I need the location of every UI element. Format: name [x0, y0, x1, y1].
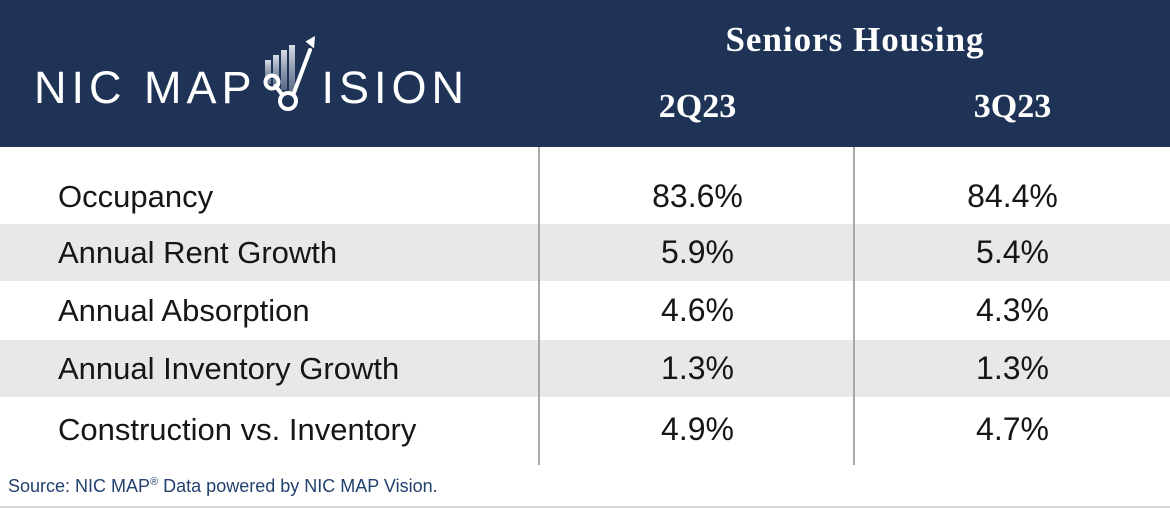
metrics-table: Occupancy 83.6% 84.4% Annual Rent Growth… — [0, 147, 1170, 462]
row-label: Annual Rent Growth — [58, 234, 338, 270]
logo-text-right: ISION — [321, 62, 470, 113]
row-label: Occupancy — [58, 178, 214, 214]
row-value-3q23: 84.4% — [967, 178, 1058, 214]
table-row-occupancy: Occupancy 83.6% 84.4% — [0, 147, 1170, 224]
logo-text-left: NIC MAP — [34, 62, 257, 113]
row-value-3q23: 5.4% — [976, 234, 1049, 270]
table-title: Seniors Housing — [725, 20, 985, 59]
row-value-2q23: 5.9% — [661, 234, 734, 270]
row-label: Annual Absorption — [58, 292, 310, 328]
row-value-3q23: 4.7% — [976, 411, 1049, 447]
table-row-annual-absorption: Annual Absorption 4.6% 4.3% — [0, 281, 1170, 340]
column-headers: 2Q23 3Q23 — [540, 90, 1170, 124]
growth-arrow-bars-icon — [261, 33, 321, 120]
row-value-2q23: 4.6% — [661, 292, 734, 328]
source-note-prefix: Source: NIC MAP — [8, 476, 151, 496]
bottom-divider-line — [0, 506, 1170, 508]
header-band: NIC MAP — [0, 0, 1170, 147]
column-divider-left — [538, 147, 540, 465]
table-row-annual-rent-growth: Annual Rent Growth 5.9% 5.4% — [0, 224, 1170, 281]
table-row-construction-vs-inventory: Construction vs. Inventory 4.9% 4.7% — [0, 397, 1170, 462]
nic-map-vision-logo: NIC MAP — [34, 36, 470, 113]
registered-mark: ® — [150, 476, 159, 488]
table-row-annual-inventory-growth: Annual Inventory Growth 1.3% 1.3% — [0, 340, 1170, 397]
row-value-2q23: 83.6% — [652, 178, 743, 214]
row-value-2q23: 1.3% — [661, 350, 734, 386]
source-note-suffix: Data powered by NIC MAP Vision. — [158, 476, 438, 496]
row-value-3q23: 4.3% — [976, 292, 1049, 328]
row-value-3q23: 1.3% — [976, 350, 1049, 386]
row-value-2q23: 4.9% — [661, 411, 734, 447]
header-columns-area: Seniors Housing 2Q23 3Q23 — [540, 0, 1170, 147]
brand-area: NIC MAP — [0, 0, 540, 147]
column-divider-right — [853, 147, 855, 465]
row-label: Annual Inventory Growth — [58, 350, 400, 386]
column-header-2q23: 2Q23 — [658, 88, 737, 125]
source-note: Source: NIC MAP® Data powered by NIC MAP… — [0, 462, 1170, 497]
row-label: Construction vs. Inventory — [58, 411, 417, 447]
column-header-3q23: 3Q23 — [973, 88, 1052, 125]
